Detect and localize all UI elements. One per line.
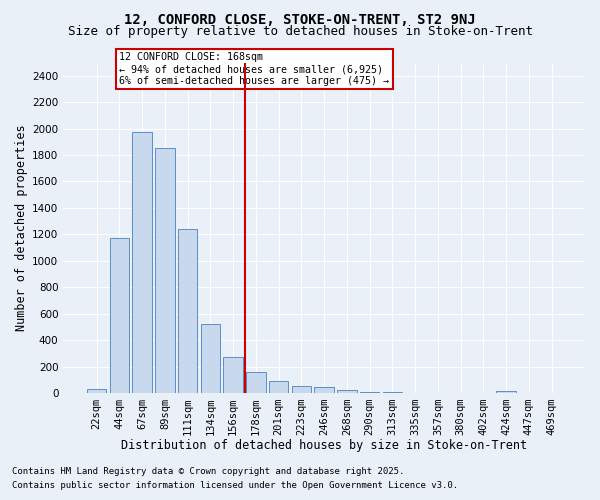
Bar (292, 386, 311, 393)
Bar (383, 392, 402, 393)
Bar (223, 356, 243, 393)
Bar (155, 148, 175, 393)
Bar (269, 381, 289, 393)
Bar (496, 391, 516, 393)
Bar (360, 392, 379, 393)
Bar (178, 229, 197, 393)
Y-axis label: Number of detached properties: Number of detached properties (15, 124, 28, 331)
X-axis label: Distribution of detached houses by size in Stoke-on-Trent: Distribution of detached houses by size … (121, 440, 527, 452)
Bar (133, 132, 152, 393)
Bar (110, 238, 129, 393)
Text: Contains public sector information licensed under the Open Government Licence v3: Contains public sector information licen… (12, 481, 458, 490)
Bar (201, 324, 220, 393)
Bar (314, 388, 334, 393)
Bar (337, 390, 356, 393)
Text: 12, CONFORD CLOSE, STOKE-ON-TRENT, ST2 9NJ: 12, CONFORD CLOSE, STOKE-ON-TRENT, ST2 9… (124, 12, 476, 26)
Bar (246, 372, 266, 393)
Text: Size of property relative to detached houses in Stoke-on-Trent: Size of property relative to detached ho… (67, 25, 533, 38)
Bar (87, 389, 106, 393)
Text: 12 CONFORD CLOSE: 168sqm
← 94% of detached houses are smaller (6,925)
6% of semi: 12 CONFORD CLOSE: 168sqm ← 94% of detach… (119, 52, 389, 86)
Text: Contains HM Land Registry data © Crown copyright and database right 2025.: Contains HM Land Registry data © Crown c… (12, 467, 404, 476)
